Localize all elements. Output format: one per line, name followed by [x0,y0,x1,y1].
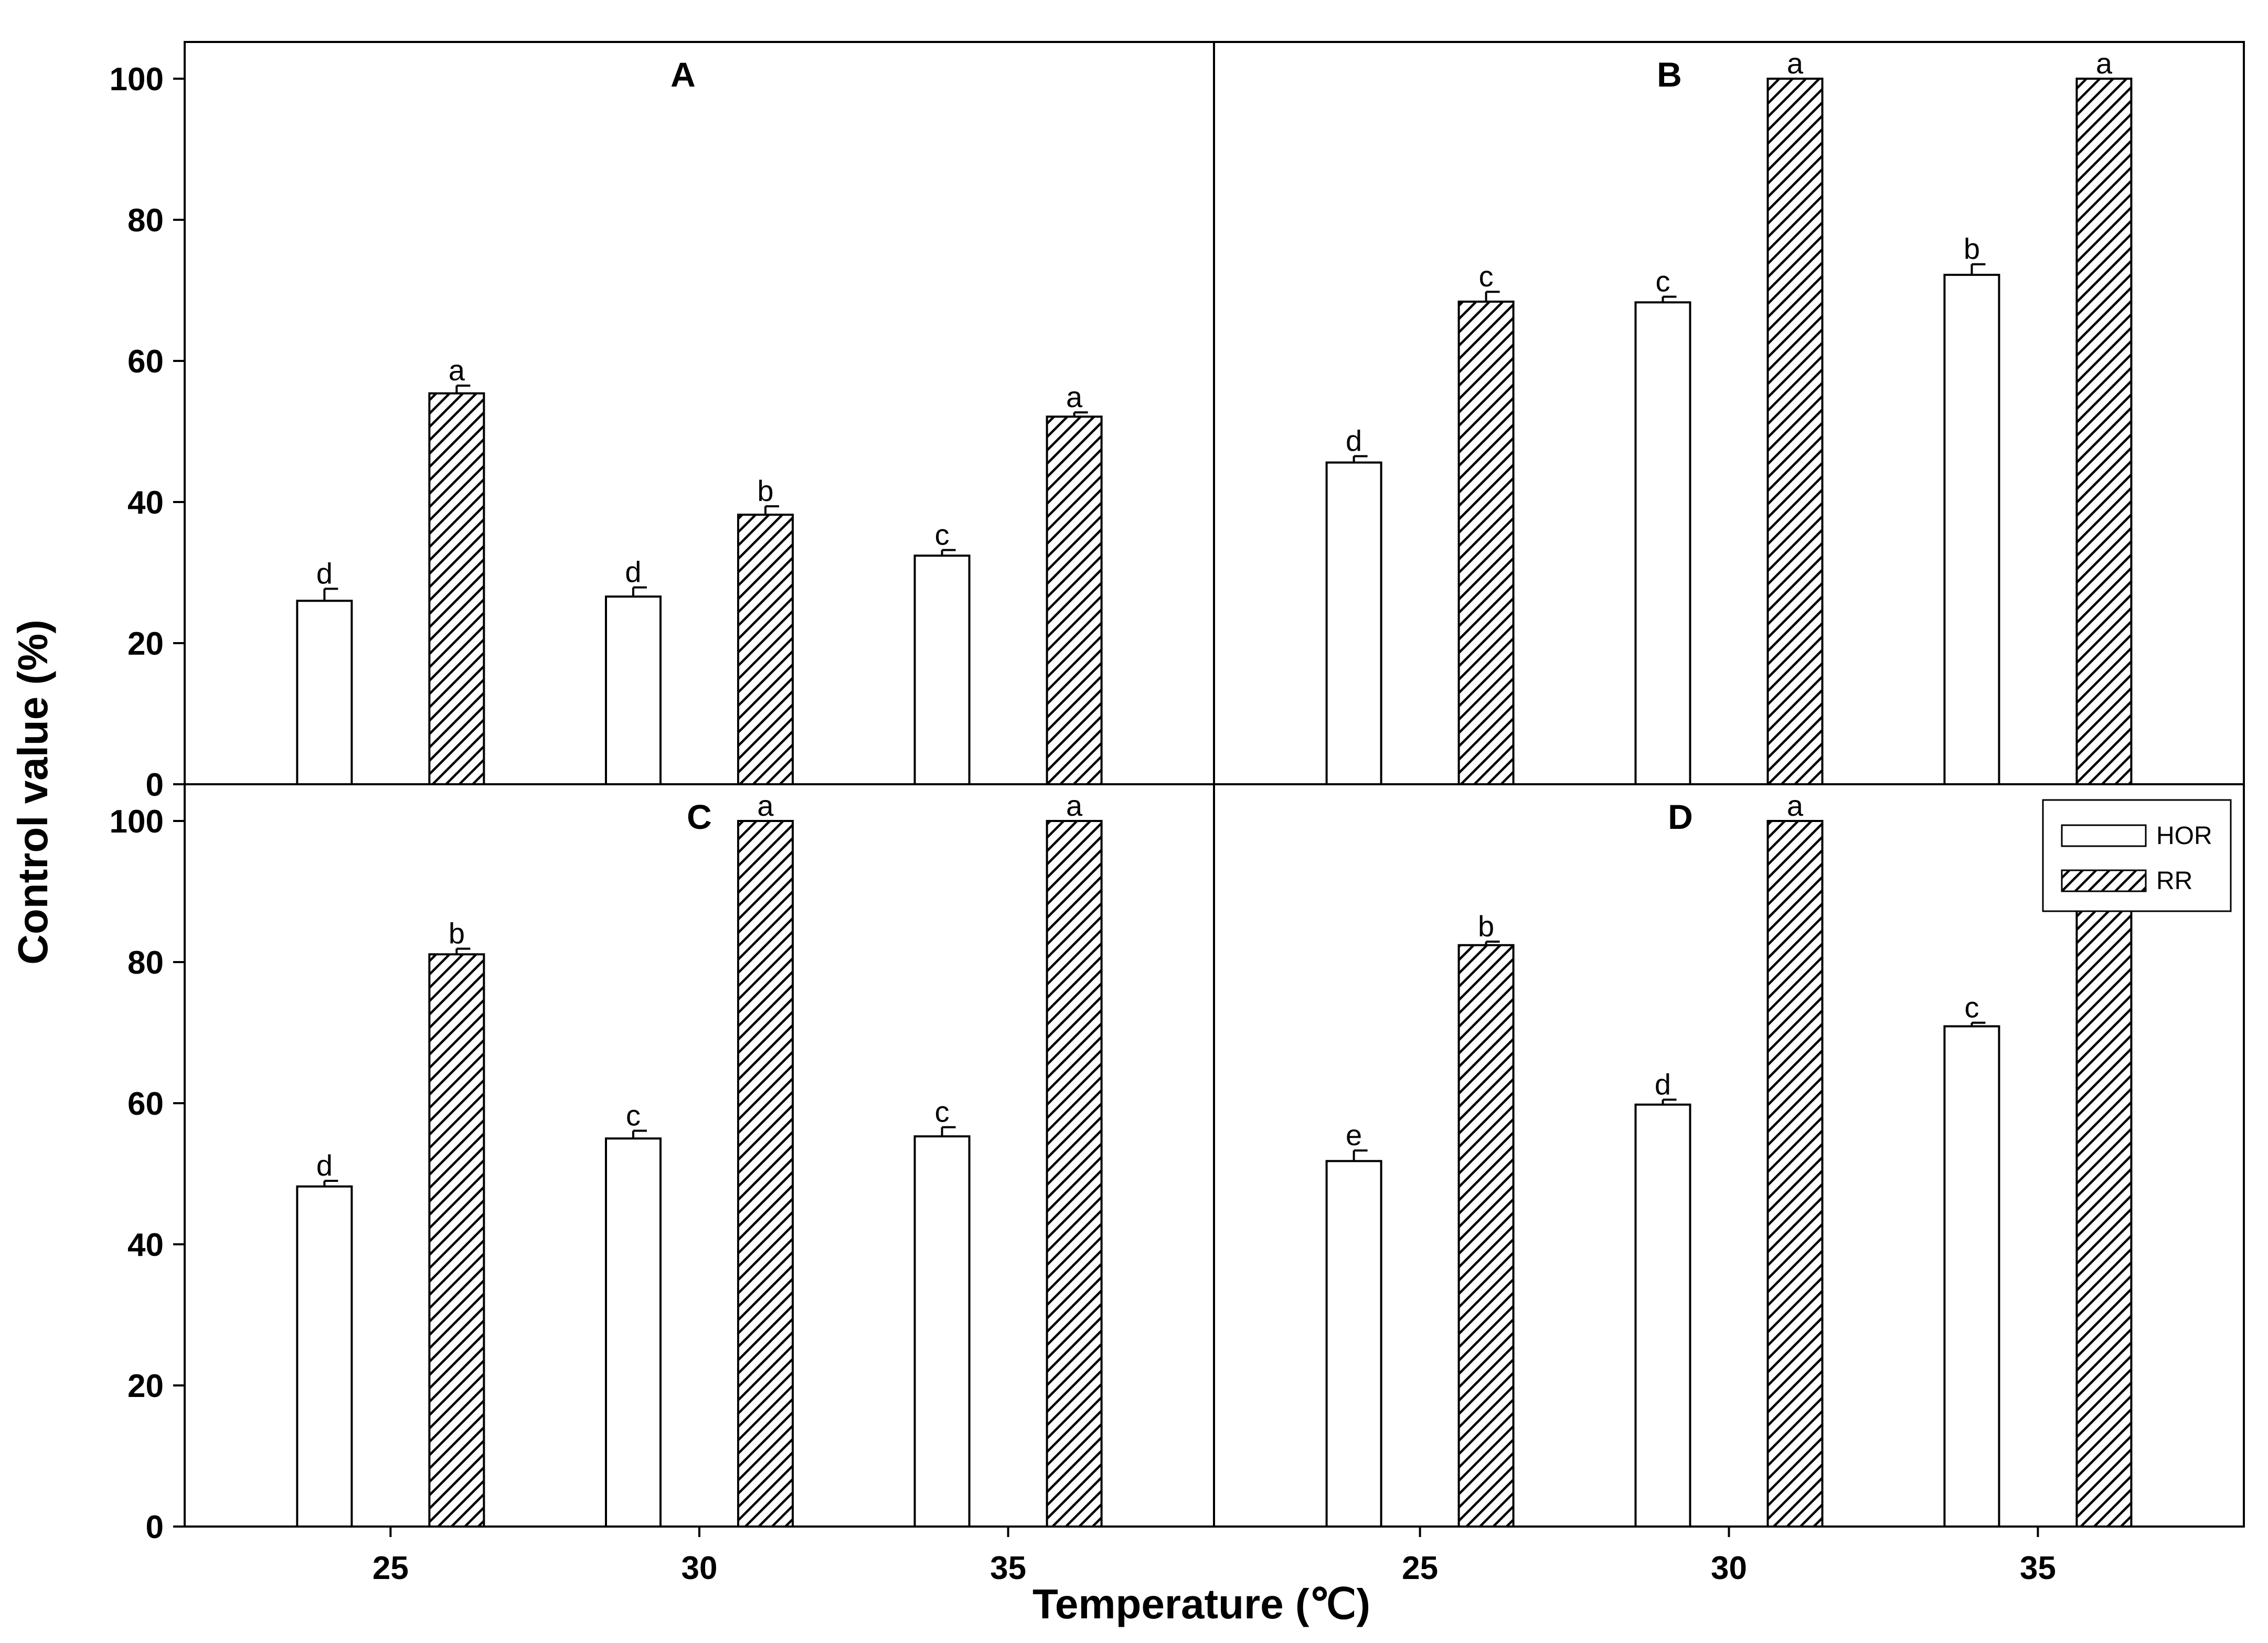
panel-label-C: C [687,797,712,836]
x-axis: 25 30 35 25 30 35 [372,1527,2056,1586]
legend-swatch-RR [2062,870,2146,891]
significance-letter: a [757,789,774,822]
bar-D-HOR-30 [1636,1105,1690,1527]
bar-A-HOR-35 [915,556,970,784]
x-tick-label: 30 [682,1550,718,1586]
y-tick-label: 80 [127,202,164,239]
significance-letter: d [1655,1068,1671,1101]
y-tick-label: 80 [127,945,164,981]
bar-B-HOR-25 [1327,463,1381,784]
y-tick-label: 100 [110,804,164,840]
y-tick-label: 20 [127,626,164,662]
y-tick-label: 0 [146,1509,164,1545]
x-tick-label: 35 [990,1550,1026,1586]
significance-letter: b [1478,910,1494,943]
bar-C-RR-35 [1047,821,1102,1527]
bar-C-HOR-35 [915,1136,970,1527]
x-tick-label: 30 [1711,1550,1747,1586]
legend-swatch-HOR [2062,825,2146,846]
panel-label-A: A [670,55,696,94]
bar-C-HOR-25 [297,1187,352,1527]
y-axis-title: Control value (%) [9,620,56,965]
bar-B-HOR-30 [1636,302,1690,784]
significance-letter: c [1656,265,1670,298]
significance-letter: a [2096,47,2113,80]
bar-A-HOR-30 [606,596,661,784]
significance-letter: c [1479,260,1494,293]
bar-D-RR-35 [2077,821,2131,1527]
bar-B-RR-25 [1459,302,1514,784]
significance-letter: a [449,354,465,387]
x-tick-label: 35 [2020,1550,2056,1586]
significance-letter: a [1787,47,1804,80]
significance-letter: a [1066,380,1083,413]
bar-D-RR-25 [1459,945,1514,1527]
x-tick-label: 25 [1402,1550,1438,1586]
chart: 020406080100020406080100 25 30 35 25 30 35 dd… [0,0,2268,1643]
bar-A-RR-35 [1047,417,1102,784]
y-tick-label: 60 [127,1086,164,1122]
y-tick-label: 60 [127,344,164,380]
bar-B-RR-30 [1768,79,1823,784]
legend-label-HOR: HOR [2156,822,2212,850]
bar-D-HOR-35 [1944,1026,1999,1527]
panel-label-D: D [1668,797,1693,836]
significance-letter: b [757,474,773,507]
panel-label-B: B [1657,55,1682,94]
legend: HOR RR [2043,800,2231,911]
legend-label-RR: RR [2156,867,2192,895]
bar-C-HOR-30 [606,1138,661,1527]
y-tick-label: 0 [146,767,164,803]
significance-letter: e [1346,1118,1362,1151]
panel-labels: A B C D [670,55,1693,836]
bar-C-RR-30 [738,821,793,1527]
significance-letter: c [935,1095,950,1128]
bar-A-RR-25 [429,393,484,784]
bar-A-HOR-25 [297,601,352,784]
y-tick-label: 40 [127,1227,164,1263]
significance-letter: d [625,556,641,589]
significance-letter: d [1346,424,1362,457]
bar-D-HOR-25 [1327,1161,1381,1527]
significance-letter: c [935,518,950,551]
bar-B-RR-35 [2077,79,2131,784]
significance-letter: c [1964,991,1979,1024]
legend-box [2043,800,2231,911]
y-tick-label: 100 [110,61,164,98]
y-tick-label: 40 [127,485,164,521]
significance-letter: c [626,1098,641,1132]
bar-B-HOR-35 [1944,275,1999,784]
x-tick-label: 25 [372,1550,409,1586]
significance-letter: a [1787,789,1804,822]
significance-letter: b [449,916,465,949]
significance-letter: d [316,557,333,590]
significance-letter: d [316,1149,333,1182]
plot-frame [185,42,2244,1527]
significance-letter: a [1066,789,1083,822]
bar-A-RR-30 [738,515,793,784]
bar-D-RR-30 [1768,821,1823,1527]
significance-letter: b [1964,232,1980,265]
x-axis-title: Temperature (℃) [1032,1581,1370,1627]
y-tick-label: 20 [127,1368,164,1404]
bar-C-RR-25 [429,954,484,1527]
